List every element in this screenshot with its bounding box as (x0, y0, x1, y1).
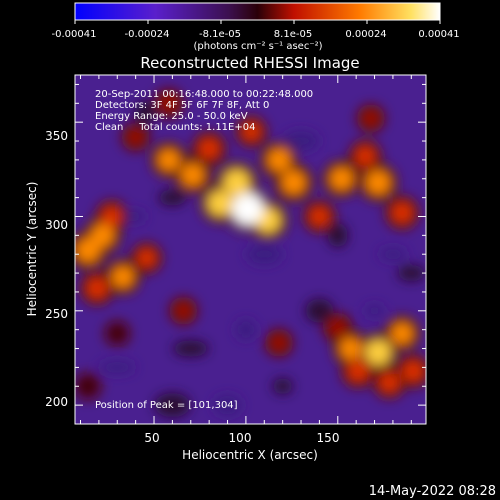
emission-blob (362, 110, 380, 127)
emission-blob (157, 148, 180, 171)
emission-blob (75, 238, 101, 263)
info-line-energy: Energy Range: 25.0 - 50.0 keV (95, 111, 248, 122)
emission-blob (402, 360, 424, 382)
background-patch (235, 319, 256, 340)
emission-blob (281, 170, 306, 195)
emission-blob (101, 206, 122, 227)
emission-blob (355, 146, 376, 167)
y-axis-label: Heliocentric Y (arcsec) (25, 182, 39, 317)
info-line-detectors: Detectors: 3F 4F 5F 6F 7F 8F, Att 0 (95, 100, 269, 111)
x-tick-label: 100 (229, 431, 252, 445)
emission-blob (80, 378, 96, 395)
background-patch (99, 361, 136, 374)
background-patch (213, 395, 242, 416)
emission-blob (207, 190, 233, 216)
x-tick-label: 50 (144, 431, 159, 445)
y-tick-label: 200 (45, 395, 68, 409)
y-tick-label: 300 (45, 218, 68, 232)
background-patch (364, 304, 385, 317)
info-line-time: 20-Sep-2011 00:16:48.000 to 00:22:48.000 (95, 89, 313, 100)
colorbar-gradient (75, 3, 440, 20)
emission-blob (347, 360, 369, 382)
background-patch (397, 265, 426, 282)
emission-blob (267, 148, 291, 172)
emission-blob (137, 248, 157, 268)
background-patch (158, 189, 187, 206)
x-tick-label: 150 (317, 431, 340, 445)
emission-blob (110, 326, 125, 341)
emission-blob (111, 265, 134, 288)
colorbar-tick-label: 0.00041 (418, 29, 459, 40)
emission-blob (270, 334, 288, 352)
emission-blob (198, 138, 220, 160)
image-area (75, 75, 426, 424)
peak-position: Position of Peak = [101,304] (95, 400, 238, 411)
background-patch (378, 248, 407, 261)
background-patch (154, 393, 191, 418)
emission-blob (175, 302, 192, 320)
emission-blob (391, 322, 414, 345)
emission-blob (328, 318, 347, 337)
emission-blob (223, 169, 250, 196)
background-patch (246, 244, 283, 265)
emission-blob (159, 94, 178, 113)
emission-blob (366, 170, 391, 195)
colorbar-tick-label: -0.00041 (52, 29, 97, 40)
colorbar-tick-label: -0.00024 (125, 29, 170, 40)
emission-blob (379, 372, 400, 393)
background-patch (305, 298, 334, 323)
background-patch (283, 131, 320, 152)
emission-blob (127, 128, 144, 146)
plot-title: Reconstructed RHESSI Image (140, 54, 359, 72)
colorbar-tick-label: 0.00024 (345, 29, 386, 40)
colorbar: -0.00041 -0.00024 -8.1e-05 8.1e-05 0.000… (52, 2, 460, 52)
background-patch (134, 100, 155, 125)
emission-blob (181, 163, 205, 187)
emission-blob (391, 202, 413, 224)
info-line-counts: Clean Total counts: 1.11E+04 (95, 122, 255, 133)
background-patch (327, 223, 348, 248)
colorbar-ticks (74, 20, 441, 24)
emission-blob (329, 167, 354, 191)
timestamp: 14-May-2022 08:28 (369, 484, 496, 499)
x-axis-label: Heliocentric X (arcsec) (182, 448, 318, 462)
y-tick-label: 250 (45, 307, 68, 321)
background-patch (125, 210, 146, 223)
emission-blob (365, 339, 391, 366)
emission-blobs (75, 88, 426, 418)
image-frame (74, 74, 427, 425)
colorbar-tick-label: 8.1e-05 (274, 29, 312, 40)
emission-blob (86, 277, 108, 299)
colorbar-frame (74, 2, 441, 21)
colorbar-unit-label: (photons cm⁻² s⁻¹ asec⁻²) (193, 41, 322, 52)
colorbar-tick-label: -8.1e-05 (199, 29, 241, 40)
background-patch (272, 378, 293, 395)
emission-blob (339, 337, 362, 360)
axis-ticks (75, 75, 426, 424)
emission-blob (231, 192, 264, 225)
background-patch (172, 340, 209, 357)
emission-blob (242, 122, 261, 141)
emission-blob (90, 223, 115, 247)
emission-blob (309, 206, 330, 227)
y-tick-label: 350 (45, 129, 68, 143)
